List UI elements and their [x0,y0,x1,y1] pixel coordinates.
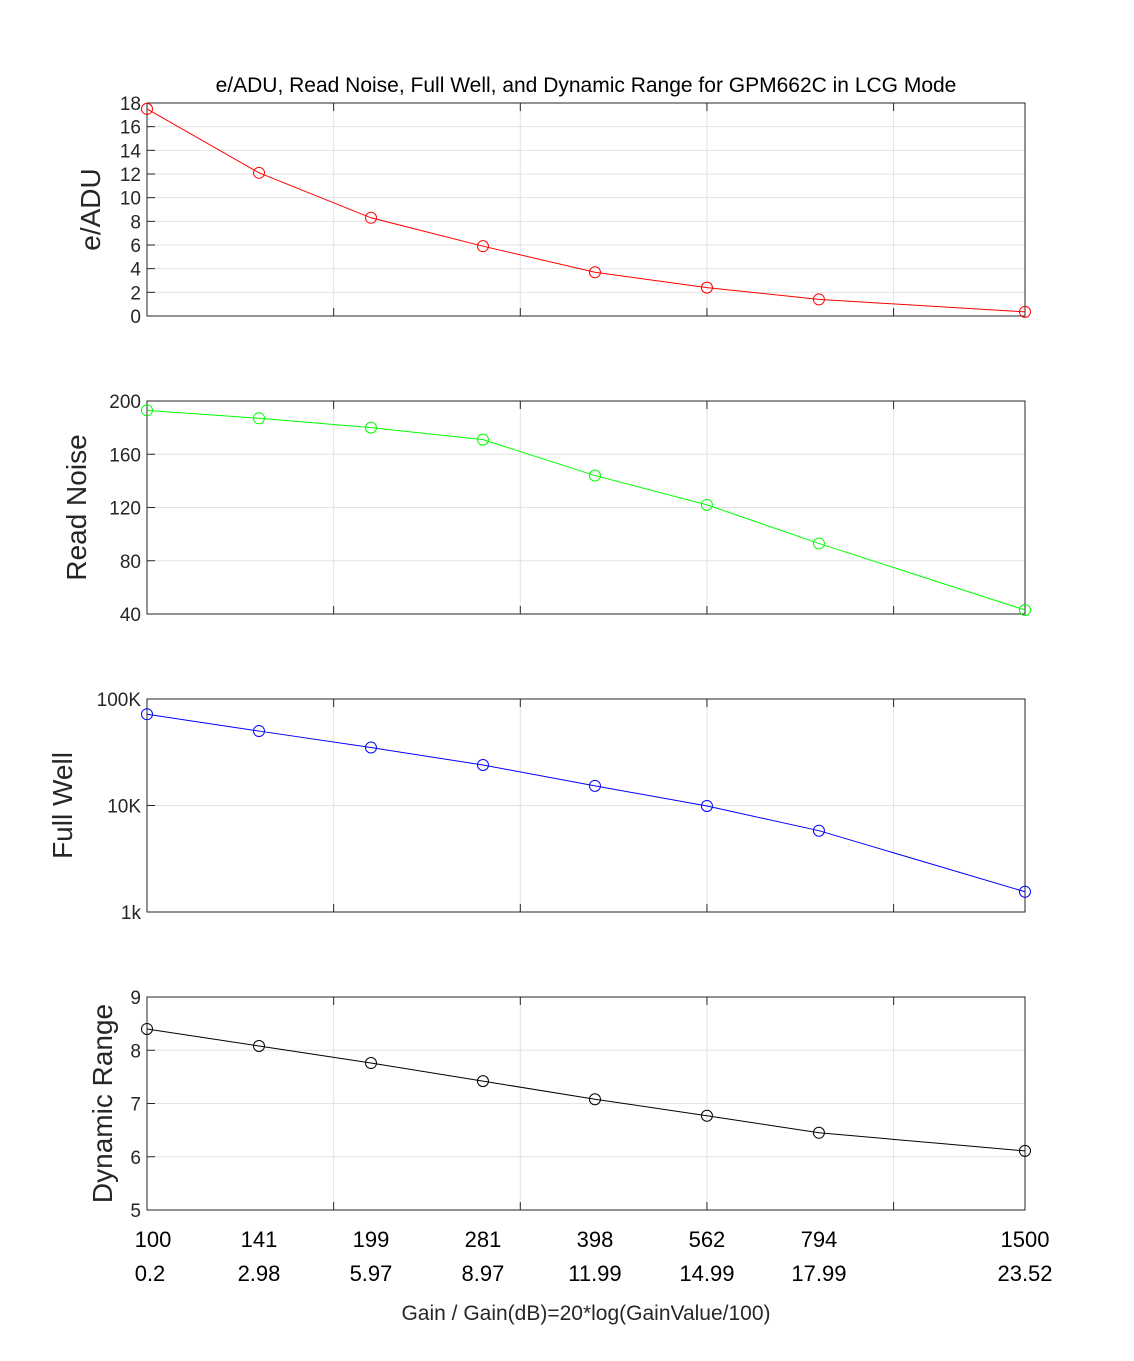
data-point [700,1109,713,1122]
x-tick-label-gain: 1500 [1001,1227,1050,1252]
y-tick-label: 10 [120,189,141,210]
x-tick-label-db: 23.52 [997,1261,1052,1286]
data-point [364,1057,377,1070]
data-point [141,404,153,417]
series-line [146,1028,1026,1152]
data-point [812,1126,825,1139]
y-axis-label: Read Noise [61,434,92,580]
x-tick-label-db: 14.99 [679,1261,734,1286]
axes-box [146,102,1026,317]
y-tick-label: 8 [130,212,141,233]
series-line [146,409,1026,611]
data-point [1019,604,1031,617]
data-point [252,166,265,179]
x-tick-label-gain: 794 [801,1227,838,1252]
y-tick-label: 5 [130,1201,141,1222]
x-tick-label-gain: 398 [577,1227,614,1252]
x-tick-label-db: 17.99 [791,1261,846,1286]
data-point [476,240,489,253]
x-tick-label-gain: 141 [241,1227,278,1252]
data-point [812,293,825,306]
x-tick-label-gain: 281 [465,1227,502,1252]
data-point [141,1022,153,1035]
data-point [588,1093,601,1106]
x-tick-label-gain: 100 [135,1227,172,1252]
y-tick-label: 120 [109,499,141,520]
y-tick-label: 7 [130,1095,141,1116]
data-point [476,759,489,772]
y-tick-label: 0 [130,307,141,328]
y-tick-label: 14 [120,141,142,162]
data-point [700,799,713,812]
data-point [812,537,825,550]
data-point [252,725,265,738]
data-point [588,266,601,279]
data-point [141,102,153,115]
data-point [252,1039,265,1052]
y-axis-label: Dynamic Range [87,1004,118,1203]
y-tick-label: 40 [120,605,141,626]
subplot-4: 5 6 7 8 9 Dynamic Range [87,988,1031,1222]
y-tick-label: 4 [130,260,141,281]
x-tick-label-db: 2.98 [238,1261,281,1286]
data-point [588,779,601,792]
x-tick-label-gain: 199 [353,1227,390,1252]
y-tick-label: 200 [109,392,141,413]
y-tick-label: 160 [109,445,141,466]
x-tick-label-db: 11.99 [568,1261,621,1286]
y-tick-label: 6 [130,1148,141,1169]
y-tick-label: 80 [120,552,141,573]
data-point [364,421,377,434]
data-point [1019,885,1031,898]
x-tick-label-db: 0.2 [135,1261,166,1286]
x-tick-label-db: 5.97 [350,1261,393,1286]
data-point [252,412,265,425]
y-tick-label: 1k [121,903,142,924]
x-tick-label-gain: 562 [689,1227,726,1252]
series-line [146,713,1026,893]
y-tick-label: 6 [130,236,141,257]
y-tick-label: 10K [107,797,141,818]
series-line [146,108,1026,313]
y-axis-label: Full Well [47,752,78,859]
data-point [1019,305,1031,318]
x-tick-label-db: 8.97 [462,1261,505,1286]
y-tick-label: 16 [120,118,141,139]
data-point [476,433,489,446]
y-axis-label: e/ADU [75,168,106,250]
subplot-3: 1k 10K 100K Full Well [47,690,1031,924]
data-point [364,211,377,224]
y-tick-label: 12 [120,165,141,186]
y-tick-label: 8 [130,1041,141,1062]
y-tick-label: 2 [130,283,141,304]
data-point [476,1075,489,1088]
data-point [588,469,601,482]
y-tick-label: 18 [120,94,141,115]
data-point [1019,1144,1031,1157]
chart-title: e/ADU, Read Noise, Full Well, and Dynami… [216,74,957,97]
x-axis-label: Gain / Gain(dB)=20*log(GainValue/100) [401,1302,770,1325]
y-tick-label: 100K [97,690,142,711]
subplot-2: 40 80 120 160 200 Read Noise [61,392,1031,626]
data-point [812,824,825,837]
data-point [364,741,377,754]
y-tick-label: 9 [130,988,141,1009]
data-point [141,708,153,721]
data-point [700,281,713,294]
data-point [700,498,713,511]
